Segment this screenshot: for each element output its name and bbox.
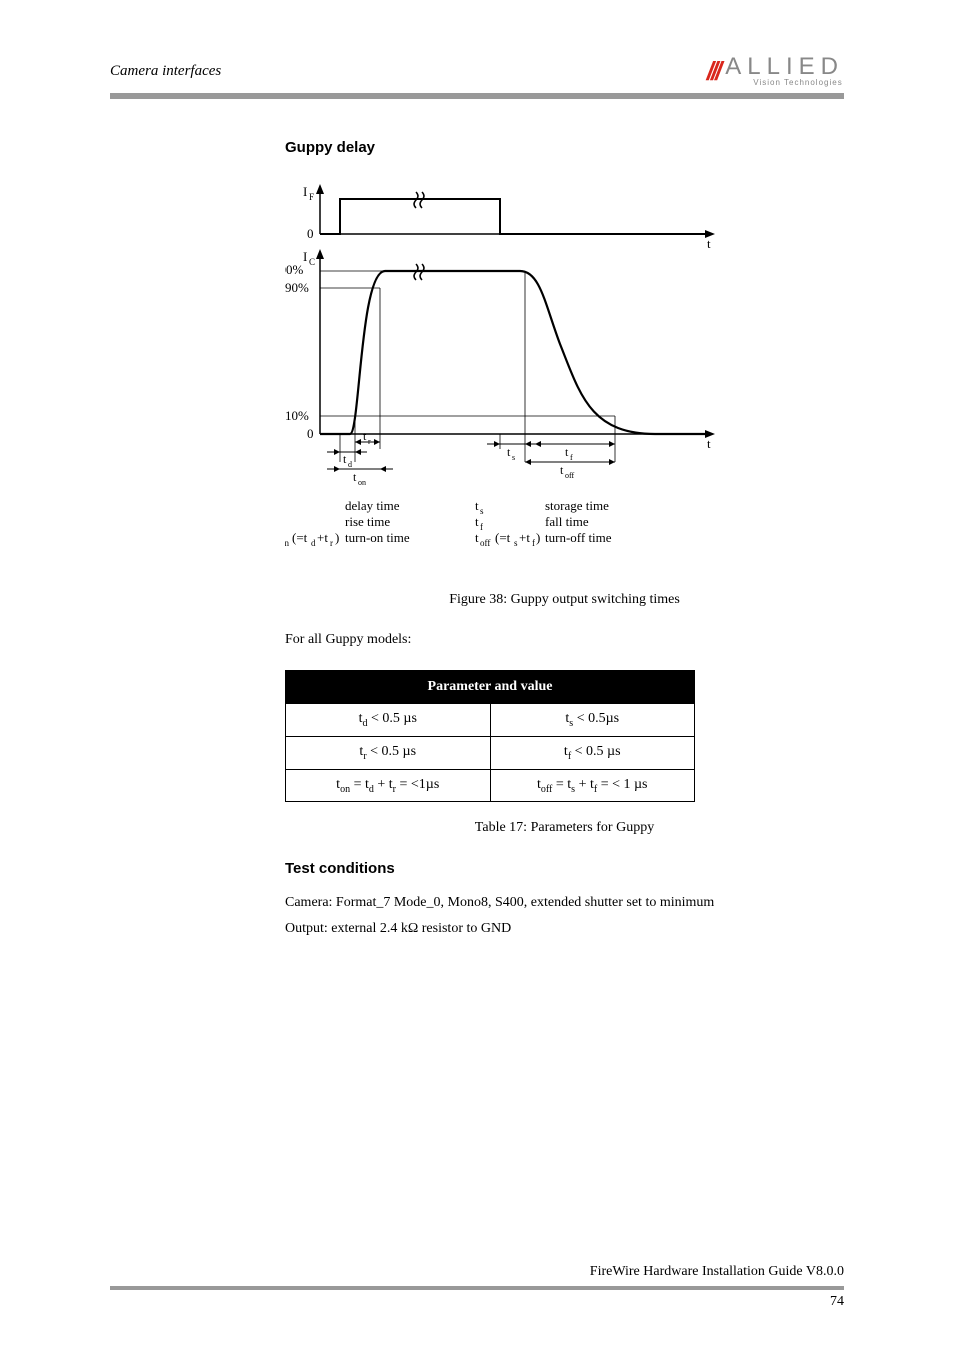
svg-text:turn-off time: turn-off time: [545, 530, 612, 545]
svg-text:r: r: [368, 437, 371, 446]
section-title-guppy-delay: Guppy delay: [285, 139, 844, 156]
svg-text:): ): [335, 530, 339, 545]
svg-text:on: on: [285, 538, 290, 548]
table-caption: Table 17: Parameters for Guppy: [285, 820, 844, 836]
table-row: td < 0.5 µs ts < 0.5µs: [286, 704, 695, 737]
svg-text:f: f: [532, 538, 535, 548]
svg-text:s: s: [514, 538, 518, 548]
svg-text:t: t: [475, 514, 479, 529]
svg-text:t: t: [475, 530, 479, 545]
figure-caption: Figure 38: Guppy output switching times: [285, 592, 844, 608]
svg-text:t: t: [363, 429, 367, 443]
footer-doc-title: FireWire Hardware Installation Guide V8.…: [110, 1264, 844, 1280]
svg-text:t: t: [353, 470, 357, 484]
svg-text:t: t: [560, 463, 564, 477]
logo-sub: Vision Technologies: [753, 79, 844, 87]
svg-text:storage time: storage time: [545, 498, 609, 513]
svg-text:100%: 100%: [285, 262, 304, 277]
svg-text:f: f: [480, 522, 483, 532]
header-title: Camera interfaces: [110, 63, 221, 80]
parameters-table: Parameter and value td < 0.5 µs ts < 0.5…: [285, 670, 695, 802]
table-row: tr < 0.5 µs tf < 0.5 µs: [286, 736, 695, 769]
svg-text:(=t: (=t: [495, 530, 511, 545]
svg-text:off: off: [565, 471, 575, 480]
svg-text:t: t: [707, 236, 711, 251]
svg-text:t: t: [507, 445, 511, 459]
svg-text:): ): [536, 530, 540, 545]
svg-text:t: t: [565, 445, 569, 459]
timing-chart: IF 0 t IC 100% 90% 10% 0 t: [285, 174, 844, 574]
test-line-output: Output: external 2.4 kΩ resistor to GND: [285, 921, 844, 937]
page-header: Camera interfaces /// ALLIED Vision Tech…: [110, 55, 844, 87]
logo-main: ALLIED: [725, 55, 844, 79]
test-line-camera: Camera: Format_7 Mode_0, Mono8, S400, ex…: [285, 895, 844, 911]
footer-page-number: 74: [110, 1294, 844, 1310]
svg-text:90%: 90%: [285, 280, 309, 295]
svg-text:10%: 10%: [285, 408, 309, 423]
svg-text:I: I: [303, 184, 307, 199]
svg-text:rise time: rise time: [345, 514, 390, 529]
svg-text:t: t: [343, 452, 347, 466]
svg-text:r: r: [330, 538, 333, 548]
content-area: Guppy delay IF 0 t: [110, 139, 844, 937]
svg-text:t: t: [707, 436, 711, 451]
svg-text:I: I: [303, 249, 307, 264]
logo: /// ALLIED Vision Technologies: [707, 55, 844, 87]
svg-text:0: 0: [307, 426, 314, 441]
svg-text:C: C: [309, 257, 315, 267]
svg-text:fall time: fall time: [545, 514, 589, 529]
svg-text:on: on: [358, 478, 366, 487]
section-title-test-conditions: Test conditions: [285, 860, 844, 877]
svg-text:s: s: [512, 453, 515, 462]
table-row: ton = td + tr = <1µs toff = ts + tf = < …: [286, 769, 695, 802]
svg-text:t: t: [475, 498, 479, 513]
svg-text:delay time: delay time: [345, 498, 400, 513]
svg-text:d: d: [348, 460, 352, 469]
paragraph-models: For all Guppy models:: [285, 632, 844, 648]
svg-text:+t: +t: [317, 530, 328, 545]
svg-text:+t: +t: [519, 530, 530, 545]
svg-text:off: off: [480, 538, 490, 548]
logo-slashes-icon: ///: [707, 56, 720, 87]
header-rule: [110, 93, 844, 99]
svg-text:f: f: [570, 453, 573, 462]
svg-text:(=t: (=t: [292, 530, 308, 545]
page-footer: FireWire Hardware Installation Guide V8.…: [110, 1264, 844, 1310]
svg-text:0: 0: [307, 226, 314, 241]
svg-text:d: d: [311, 538, 316, 548]
footer-rule: [110, 1286, 844, 1290]
svg-text:F: F: [309, 192, 314, 202]
table-header: Parameter and value: [286, 671, 695, 704]
svg-text:turn-on time: turn-on time: [345, 530, 410, 545]
svg-text:s: s: [480, 506, 484, 516]
